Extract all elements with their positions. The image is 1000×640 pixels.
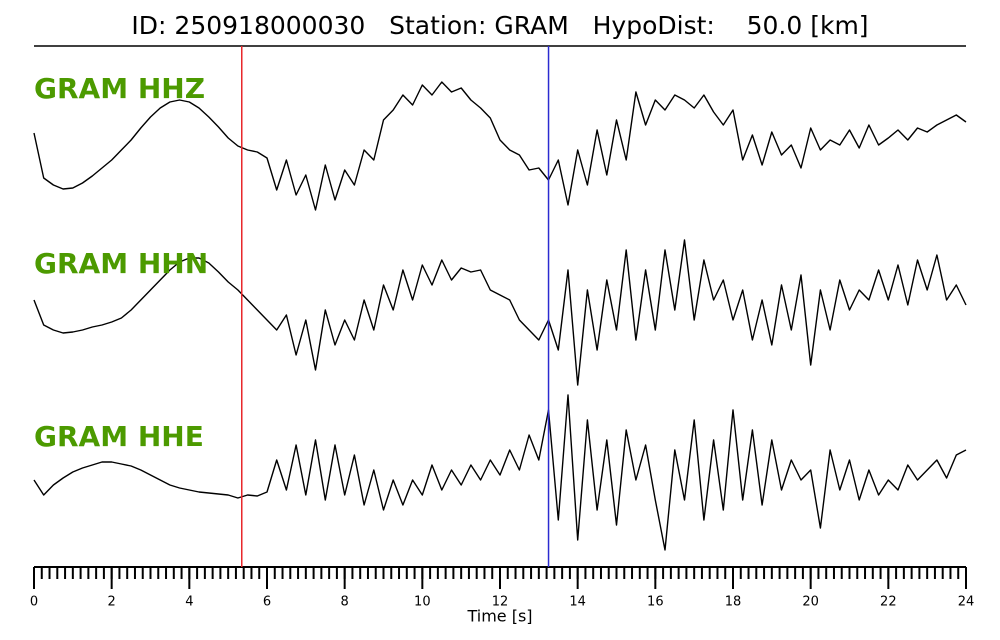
- x-tick-label: 8: [341, 595, 349, 610]
- trace: [33, 81, 967, 211]
- x-tick-label: 12: [492, 595, 509, 610]
- chart-title: ID: 250918000030 Station: GRAM HypoDist:…: [131, 11, 868, 40]
- trace-label: GRAM HHN: [34, 247, 208, 280]
- x-tick-label: 22: [880, 595, 897, 610]
- x-tick-label: 18: [725, 595, 742, 610]
- x-tick-label: 6: [263, 595, 271, 610]
- trace-label: GRAM HHE: [34, 420, 204, 453]
- x-tick-label: 14: [569, 595, 586, 610]
- x-tick-label: 2: [108, 595, 116, 610]
- x-tick-label: 4: [185, 595, 193, 610]
- trace-label: GRAM HHZ: [34, 72, 205, 105]
- x-axis-label: Time [s]: [466, 607, 532, 626]
- trace: [33, 394, 967, 551]
- x-tick-label: 16: [647, 595, 664, 610]
- x-tick-label: 10: [414, 595, 431, 610]
- x-tick-label: 24: [958, 595, 975, 610]
- x-tick-label: 0: [30, 595, 38, 610]
- trace: [33, 239, 967, 386]
- x-tick-label: 20: [802, 595, 819, 610]
